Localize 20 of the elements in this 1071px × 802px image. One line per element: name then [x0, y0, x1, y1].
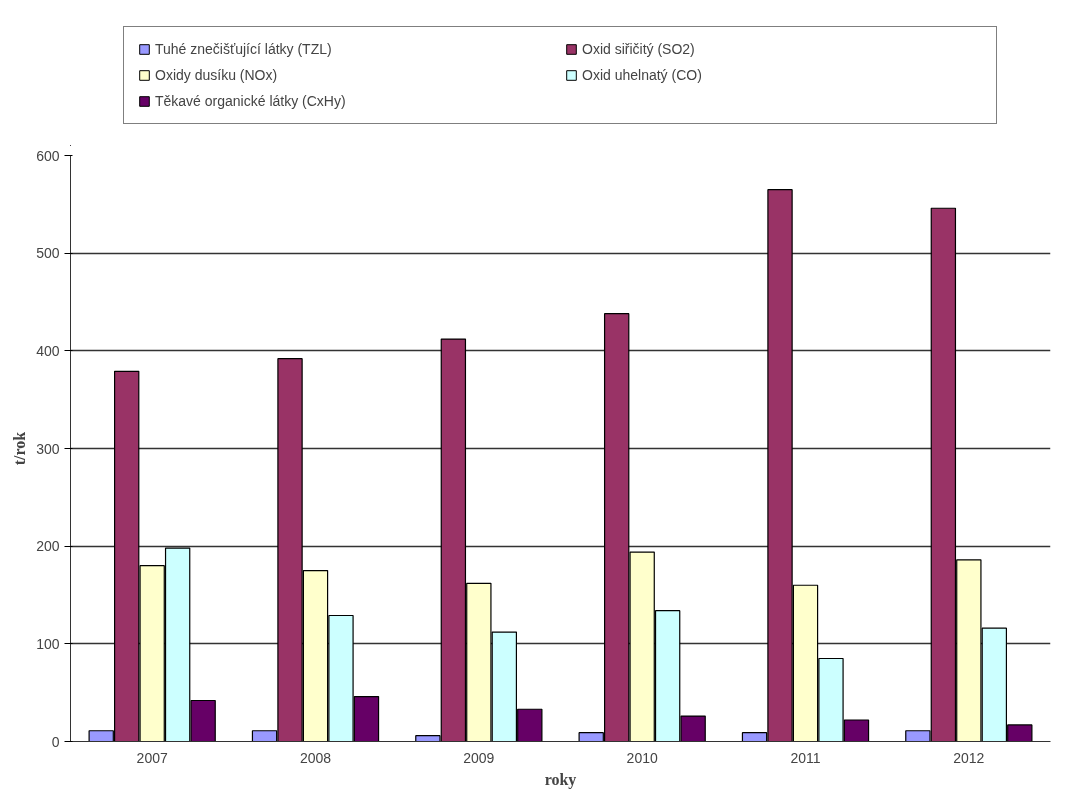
legend-label: Oxid uhelnatý (CO): [582, 67, 703, 83]
y-axis-title: t/rok: [11, 431, 29, 466]
y-tick-label: 300: [36, 440, 60, 457]
legend-label: Oxidy dusíku (NOx): [155, 67, 279, 83]
y-tick-label: 200: [36, 538, 60, 555]
x-tick-label: 2012: [953, 749, 985, 766]
x-tick-label: 2007: [136, 749, 168, 766]
legend-label: Oxid siřičitý (SO2): [582, 41, 696, 57]
x-tick-label: 2010: [626, 749, 658, 766]
legend-label: Tuhé znečišťující látky (TZL): [155, 41, 333, 57]
x-axis-title: roky: [544, 770, 577, 789]
x-tick-label: 2011: [790, 749, 821, 766]
x-tick-label: 2008: [299, 749, 332, 766]
y-tick-label: 100: [36, 635, 60, 652]
y-tick-label: 600: [36, 147, 60, 164]
legend-label: Těkavé organické látky (CxHy): [155, 93, 347, 109]
x-tick-label: 2009: [463, 749, 495, 766]
y-tick-label: 400: [36, 342, 60, 359]
y-tick-label: 500: [36, 245, 60, 262]
y-tick-label: 0: [51, 733, 60, 750]
